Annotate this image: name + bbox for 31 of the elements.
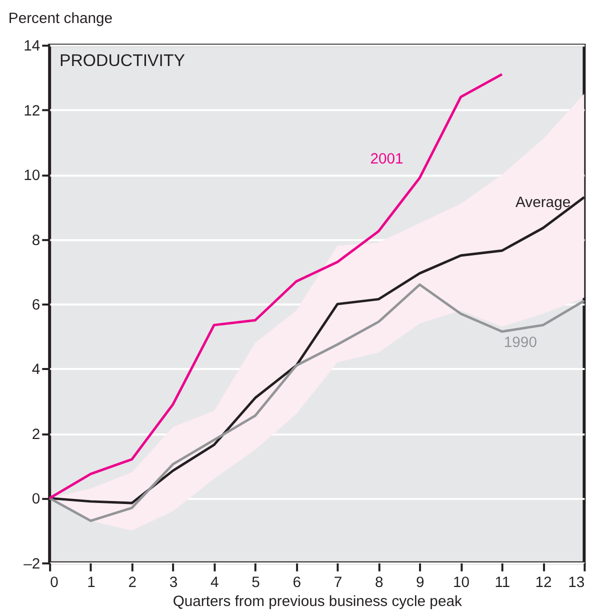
x-tick-label: 10 [453, 575, 470, 592]
y-tick-label: 12 [24, 103, 40, 120]
series-label: 1990 [504, 334, 537, 351]
x-tick-label: 7 [334, 575, 342, 592]
x-axis-title: Quarters from previous business cycle peak [172, 594, 462, 610]
line-series [48, 283, 586, 522]
y-tick-label: –2 [24, 556, 40, 572]
y-axis-title: Percent change [8, 10, 113, 27]
x-tick-label: 5 [252, 575, 260, 592]
x-tick-label: 3 [169, 575, 178, 592]
y-tick-label: 14 [24, 38, 40, 55]
y-tick-label: 2 [32, 426, 40, 443]
line-series [48, 73, 504, 500]
x-tick-label: 9 [416, 575, 424, 592]
chart-title: PRODUCTIVITY [60, 51, 186, 70]
x-tick-label: 12 [535, 575, 552, 592]
x-tick-label: 0 [50, 575, 58, 592]
series-label: 2001 [370, 151, 404, 168]
x-tick-label: 11 [494, 575, 510, 592]
x-tick-label: 6 [292, 575, 301, 592]
y-tick-label: 10 [24, 168, 40, 184]
y-tick-label: 8 [32, 232, 40, 249]
y-tick-label: 4 [32, 362, 40, 378]
x-tick-label: 2 [128, 575, 136, 592]
y-tick-label: 0 [32, 492, 40, 508]
series-label: Average [516, 195, 571, 212]
x-tick-label: 13 [568, 575, 585, 592]
y-tick-label: 6 [32, 298, 40, 314]
x-tick-label: 8 [374, 575, 384, 592]
x-tick-label: 4 [210, 575, 219, 592]
x-tick-label: 1 [87, 575, 96, 592]
